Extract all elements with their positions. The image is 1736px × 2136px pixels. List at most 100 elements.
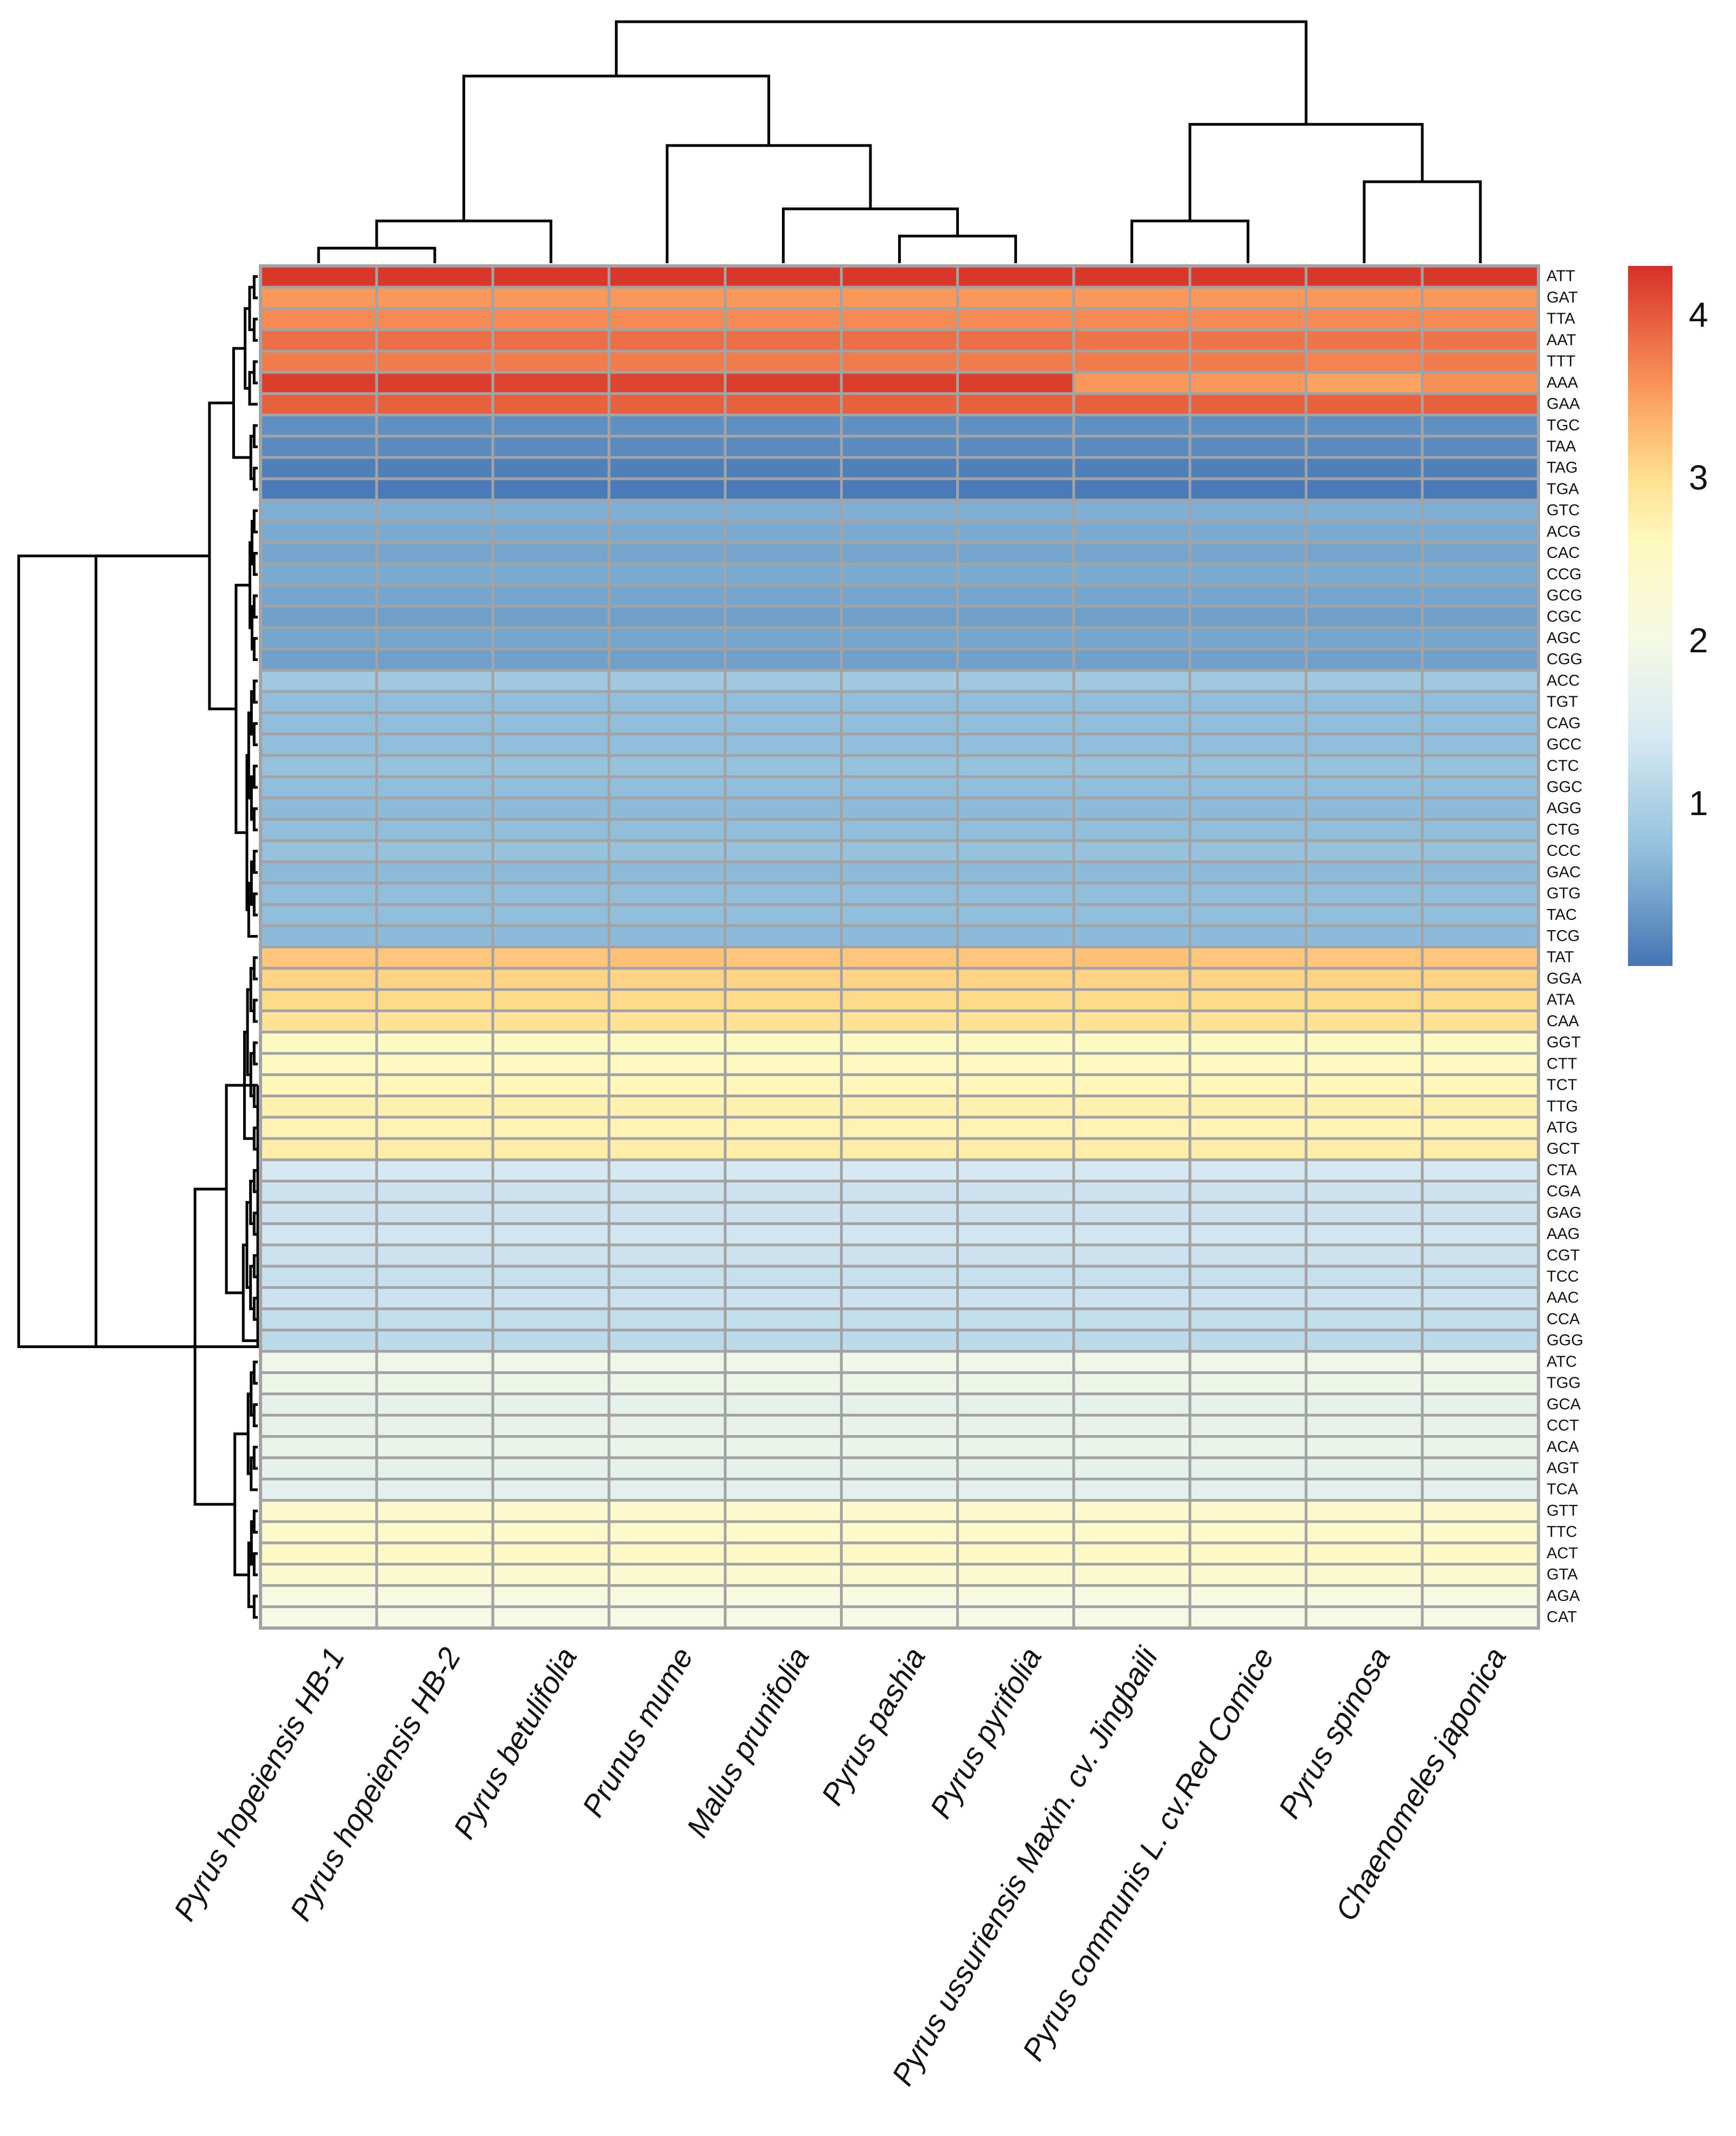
heatmap-cell <box>1421 1562 1540 1587</box>
heatmap-cell <box>1305 1414 1424 1438</box>
heatmap-cell <box>607 796 727 821</box>
heatmap-cell <box>1305 498 1424 523</box>
heatmap-cell <box>491 1584 611 1609</box>
row-label: AAA <box>1547 374 1579 391</box>
heatmap-cell <box>259 1499 378 1523</box>
legend-ticks: 1 2 3 4 <box>1689 295 1708 823</box>
heatmap-cell <box>607 1371 727 1396</box>
heatmap-cell <box>1421 349 1540 374</box>
heatmap-cell <box>375 1477 494 1502</box>
heatmap-cell <box>723 711 843 736</box>
heatmap-cell <box>1421 1371 1540 1396</box>
dendrogram-branch <box>252 1361 258 1385</box>
heatmap-cell <box>1305 647 1424 672</box>
heatmap-cell <box>1072 541 1192 565</box>
heatmap-cell <box>607 414 727 438</box>
heatmap-cell <box>607 1477 727 1502</box>
heatmap-cell <box>1421 839 1540 863</box>
heatmap-cell <box>491 818 611 842</box>
heatmap-cell <box>1421 1605 1540 1630</box>
heatmap-cell <box>1305 626 1424 651</box>
heatmap-cell <box>1305 839 1424 863</box>
heatmap-cell <box>491 1477 611 1502</box>
heatmap-cell <box>1421 1243 1540 1268</box>
dendrogram-branch <box>252 509 258 533</box>
heatmap-cell <box>607 1605 727 1630</box>
heatmap-cell <box>1072 414 1192 438</box>
row-label: TGT <box>1547 694 1578 711</box>
heatmap-cell <box>259 1158 378 1183</box>
heatmap-cell <box>840 647 959 672</box>
heatmap-cell <box>259 1414 378 1438</box>
heatmap-cell <box>723 1393 843 1417</box>
heatmap-cell <box>1072 307 1192 332</box>
row-label: AAC <box>1547 1289 1579 1307</box>
heatmap-cell <box>1072 371 1192 395</box>
heatmap-cell <box>1305 796 1424 821</box>
heatmap-cell <box>1421 1009 1540 1034</box>
dendrogram-branch <box>247 881 258 938</box>
heatmap-cell <box>259 1584 378 1609</box>
heatmap-cell <box>956 1520 1076 1544</box>
heatmap-cell <box>1421 733 1540 757</box>
heatmap-cell <box>840 1158 959 1183</box>
heatmap-cell <box>840 775 959 799</box>
row-label: AAT <box>1547 332 1576 349</box>
heatmap-cell <box>607 1286 727 1311</box>
heatmap-cell <box>1072 860 1192 885</box>
heatmap-cell <box>1305 1201 1424 1225</box>
row-label: CGG <box>1547 651 1582 668</box>
heatmap-cell <box>1188 1307 1308 1332</box>
heatmap-cell <box>491 1031 611 1055</box>
heatmap-cell <box>956 477 1076 501</box>
heatmap-cell <box>1421 945 1540 970</box>
heatmap-cell <box>1072 1116 1192 1140</box>
heatmap-cell <box>375 945 494 970</box>
dendrogram-branch <box>252 722 258 746</box>
heatmap-cell <box>375 1243 494 1268</box>
heatmap-cell <box>1188 839 1308 863</box>
heatmap-cell <box>607 839 727 863</box>
heatmap-cell <box>607 1009 727 1034</box>
dendrogram-branch <box>252 1594 258 1619</box>
heatmap-cell <box>1188 1243 1308 1268</box>
heatmap-cell <box>1188 860 1308 885</box>
heatmap-cell <box>375 1158 494 1183</box>
dendrogram-branch <box>252 1403 258 1427</box>
dendrogram-branch <box>1130 219 1250 263</box>
heatmap-cell <box>1305 924 1424 949</box>
heatmap-cell <box>607 1541 727 1566</box>
heatmap-cell <box>840 967 959 991</box>
heatmap-cell <box>1188 264 1308 289</box>
heatmap-cell <box>1305 1393 1424 1417</box>
row-label: AGA <box>1547 1587 1580 1605</box>
heatmap-cell <box>1421 1031 1540 1055</box>
heatmap-cell <box>607 881 727 906</box>
heatmap-cell <box>1305 328 1424 353</box>
heatmap-cell <box>375 349 494 374</box>
heatmap-cell <box>1072 988 1192 1013</box>
heatmap-cell <box>1421 456 1540 480</box>
dendrogram-branch <box>252 551 258 576</box>
heatmap-cell <box>723 1158 843 1183</box>
heatmap-cell <box>723 1477 843 1502</box>
heatmap-cell <box>840 1393 959 1417</box>
heatmap-cell <box>1188 945 1308 970</box>
heatmap-cell <box>607 1456 727 1480</box>
heatmap-cell <box>607 1328 727 1353</box>
heatmap-cell <box>956 285 1076 310</box>
heatmap-cell <box>1305 903 1424 927</box>
heatmap-cell <box>375 1414 494 1438</box>
heatmap-cell <box>491 1201 611 1225</box>
heatmap-cell <box>1305 881 1424 906</box>
heatmap-cell <box>607 541 727 565</box>
heatmap-cell <box>956 647 1076 672</box>
heatmap-cell <box>1072 967 1192 991</box>
heatmap-cell <box>1421 1286 1540 1311</box>
heatmap-cell <box>840 818 959 842</box>
dendrogram-branch <box>208 401 236 710</box>
heatmap-cell <box>1421 647 1540 672</box>
heatmap-cell <box>956 796 1076 821</box>
heatmap-cell <box>375 924 494 949</box>
